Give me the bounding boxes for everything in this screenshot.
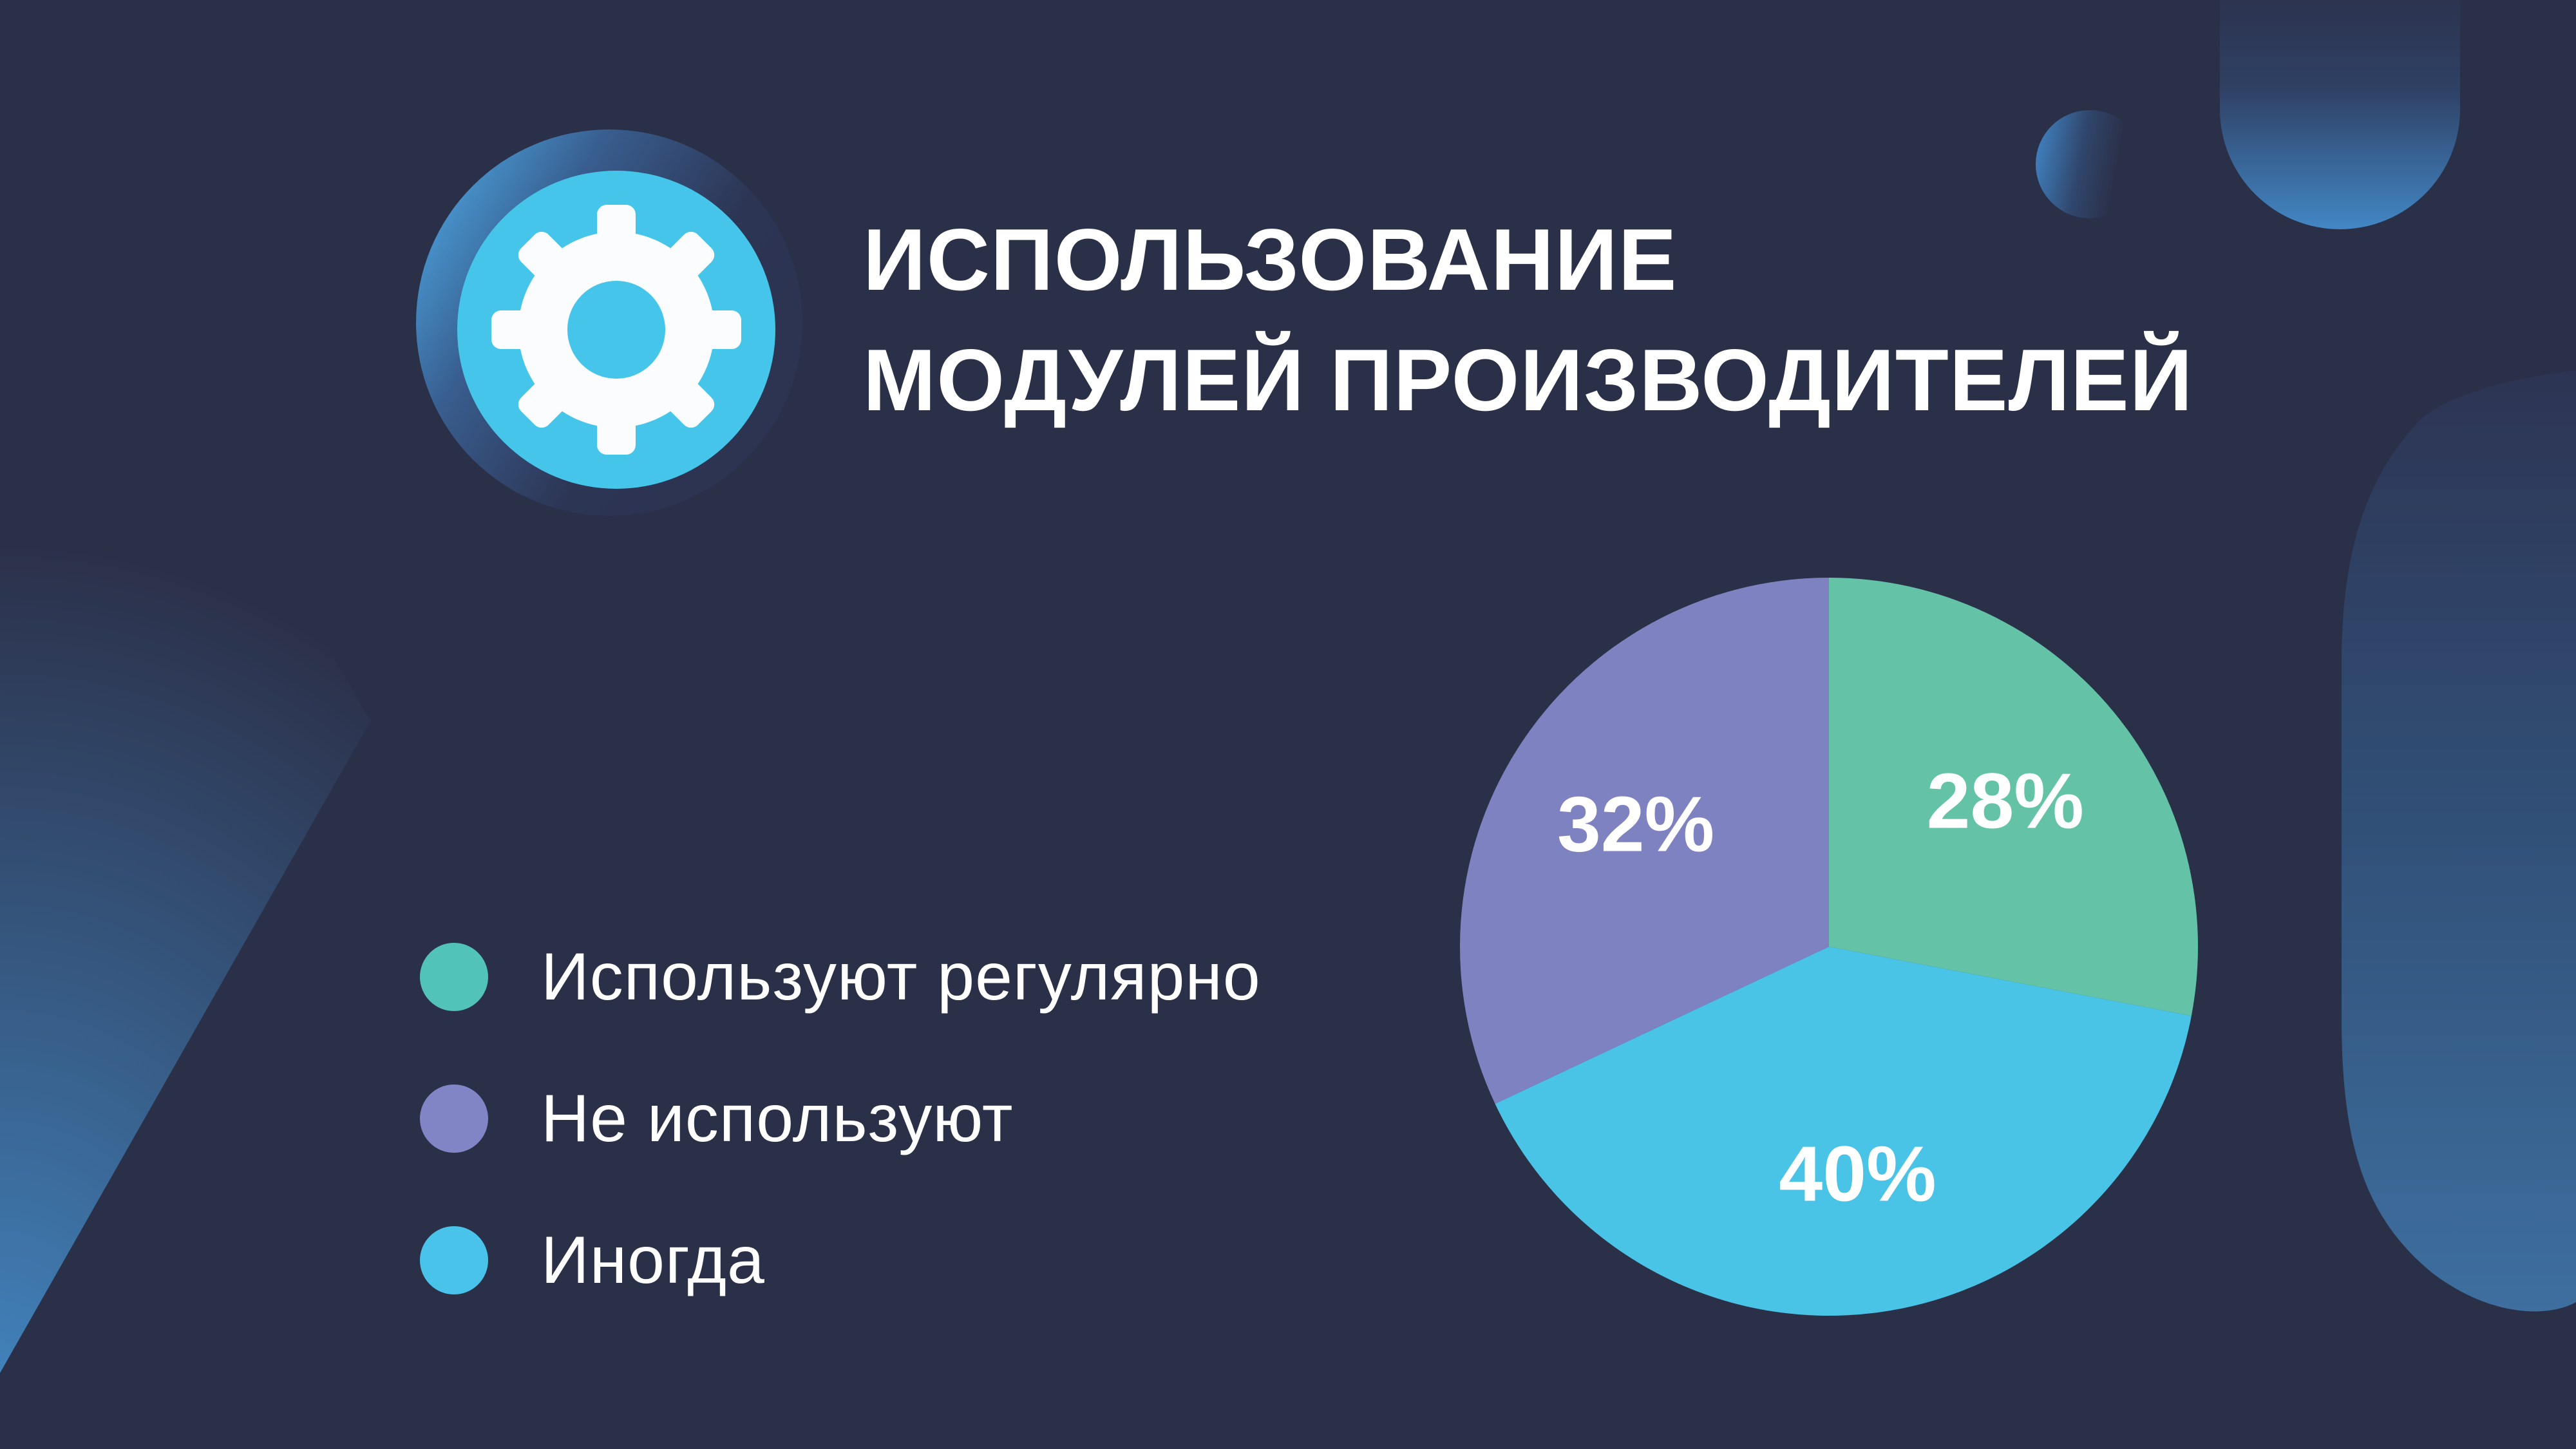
pie-label-32: 32% bbox=[1557, 781, 1714, 868]
title-line-2: МОДУЛЕЙ ПРОИЗВОДИТЕЛЕЙ bbox=[863, 331, 2193, 429]
gear-icon bbox=[491, 205, 741, 455]
legend-label: Иногда bbox=[541, 1222, 765, 1298]
legend-dot-teal bbox=[420, 943, 488, 1011]
title-line-1: ИСПОЛЬЗОВАНИЕ bbox=[863, 211, 1678, 308]
pie-slice-40 bbox=[1495, 947, 2192, 1316]
deco-circle-shape bbox=[2036, 110, 2144, 218]
pie-label-28: 28% bbox=[1927, 757, 2084, 845]
gear-badge bbox=[416, 129, 802, 516]
pie-label-40: 40% bbox=[1779, 1130, 1936, 1217]
legend-item-sometimes: Иногда bbox=[420, 1220, 765, 1300]
gear-hole bbox=[567, 281, 665, 379]
pie-slice-32 bbox=[1460, 577, 1829, 1104]
legend-item-not-using: Не используют bbox=[420, 1079, 1014, 1159]
legend-dot-blue bbox=[420, 1226, 488, 1294]
legend-label: Используют регулярно bbox=[541, 939, 1261, 1014]
deco-pill-shape bbox=[2220, 0, 2460, 229]
pie-slice-28 bbox=[1829, 578, 2198, 1016]
legend-label: Не используют bbox=[541, 1081, 1014, 1156]
legend-dot-purple bbox=[420, 1084, 488, 1153]
page-title: ИСПОЛЬЗОВАНИЕ МОДУЛЕЙ ПРОИЗВОДИТЕЛЕЙ bbox=[863, 200, 2409, 440]
legend-item-regularly: Используют регулярно bbox=[420, 937, 1261, 1017]
